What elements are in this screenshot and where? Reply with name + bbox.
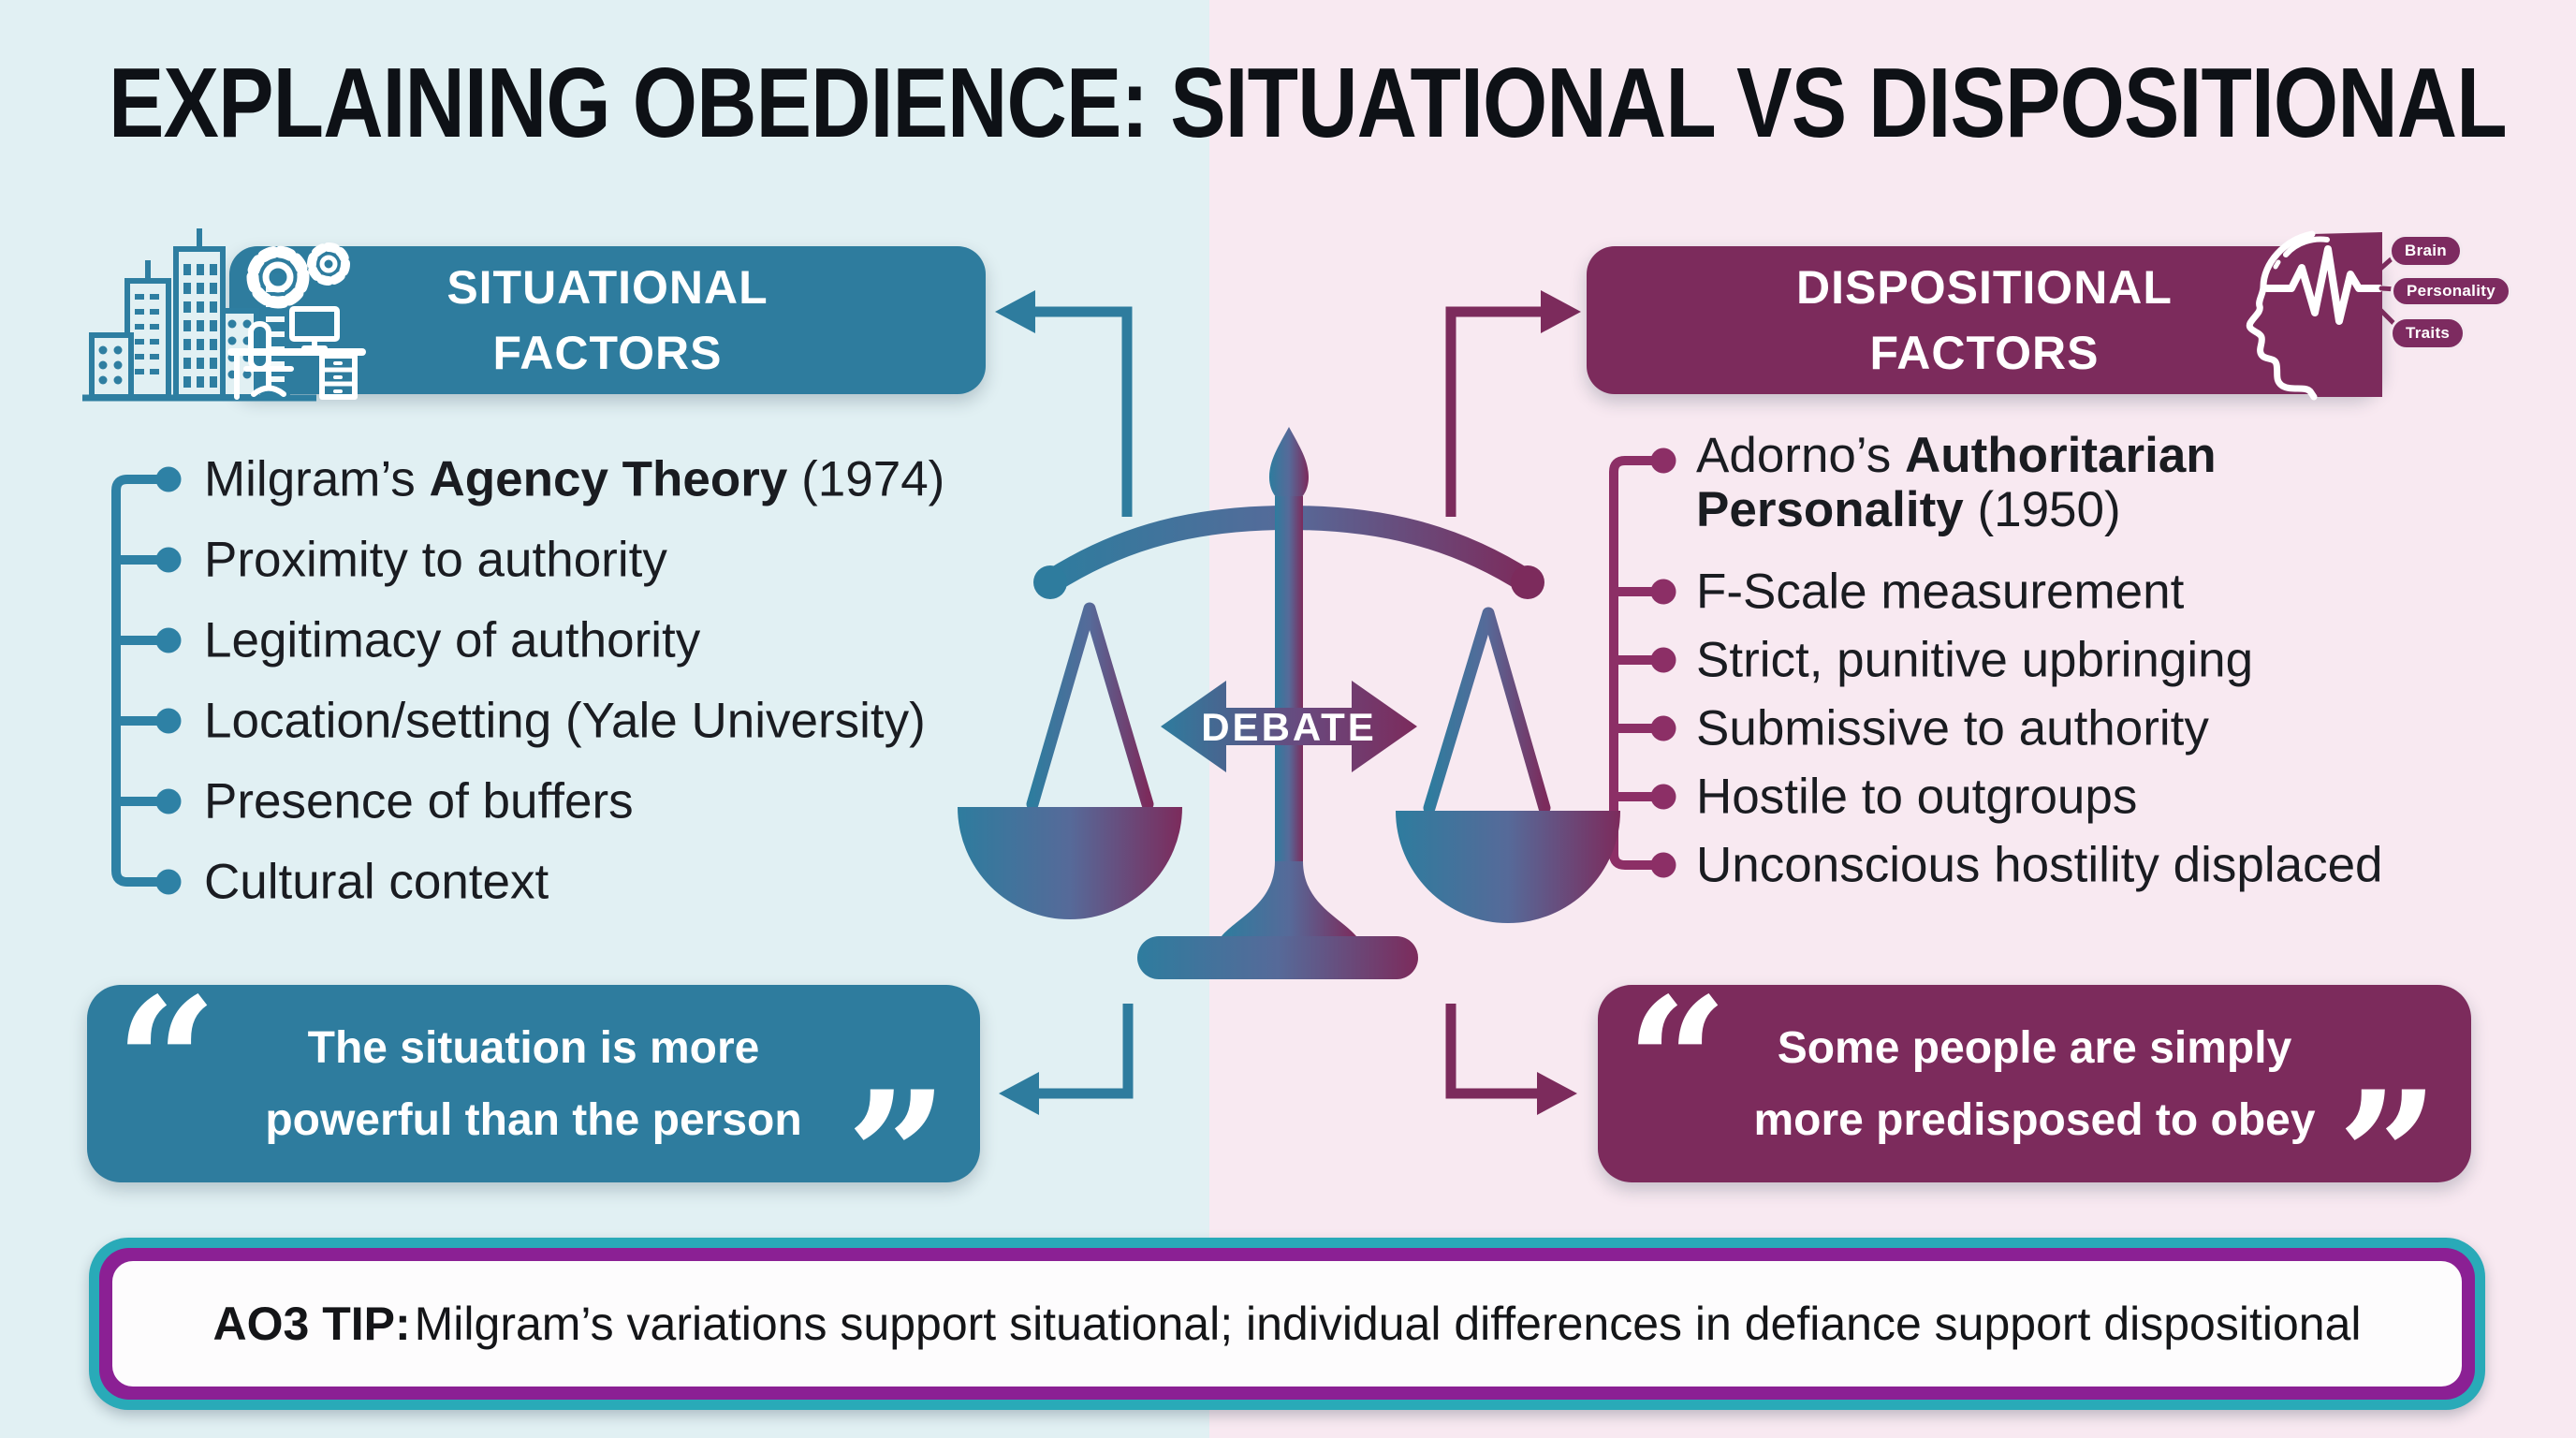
tip-bar: AO3 TIP: Milgram’s variations support si… xyxy=(89,1238,2485,1410)
dispositional-quote-box: “ Some people are simply more predispose… xyxy=(1598,959,2471,1246)
quote-line: powerful than the person xyxy=(265,1094,802,1145)
list-item: Submissive to authority xyxy=(1696,700,2209,756)
list-item: F-Scale measurement xyxy=(1696,564,2185,620)
head-label-brain: Brain xyxy=(2389,234,2463,268)
dispositional-list-connector xyxy=(1609,448,1676,878)
situational-list-connector xyxy=(111,466,182,895)
open-quote-icon: “ xyxy=(1626,959,1729,1167)
situational-quote-box: “ The situation is more powerful than th… xyxy=(87,959,980,1246)
close-quote-icon: ” xyxy=(845,1052,948,1261)
dispositional-header-label: DISPOSITIONAL FACTORS xyxy=(1796,261,2173,379)
list-item: Cultural context xyxy=(204,854,549,910)
list-item: Strict, punitive upbringing xyxy=(1696,632,2254,688)
situational-header-label: SITUATIONAL FACTORS xyxy=(446,261,768,379)
list-item: Adorno’s Authoritarian Personality (1950… xyxy=(1696,428,2217,537)
list-item: Unconscious hostility displaced xyxy=(1696,837,2383,893)
page-title: EXPLAINING OBEDIENCE: SITUATIONAL VS DIS… xyxy=(109,48,2508,158)
debate-label: DEBATE xyxy=(1201,705,1377,749)
debate-arrow-icon xyxy=(1161,681,1417,772)
head-brain-icon xyxy=(2246,230,2399,401)
list-item: Hostile to outgroups xyxy=(1696,769,2138,825)
close-quote-icon: ” xyxy=(2336,1052,2439,1261)
office-desk-gears-icon xyxy=(227,242,366,400)
balance-scale-icon: DEBATE xyxy=(958,427,1620,979)
head-label-traits: Traits xyxy=(2390,316,2466,350)
tip-label: AO3 TIP: xyxy=(212,1298,411,1350)
head-label-personality: Personality xyxy=(2391,275,2511,307)
quote-line: Some people are simply xyxy=(1777,1022,2292,1073)
list-item: Proximity to authority xyxy=(204,532,667,588)
list-item: Milgram’s Agency Theory (1974) xyxy=(204,451,945,507)
list-item: Presence of buffers xyxy=(204,773,634,829)
list-item: Legitimacy of authority xyxy=(204,612,701,668)
quote-line: The situation is more xyxy=(307,1022,760,1073)
city-office-icon xyxy=(82,228,316,402)
tip-text: AO3 TIP: Milgram’s variations support si… xyxy=(112,1261,2462,1387)
tip-bar-inner-border: AO3 TIP: Milgram’s variations support si… xyxy=(99,1248,2475,1400)
list-item: Location/setting (Yale University) xyxy=(204,693,926,749)
open-quote-icon: “ xyxy=(115,959,218,1167)
quote-line: more predisposed to obey xyxy=(1753,1094,2316,1145)
